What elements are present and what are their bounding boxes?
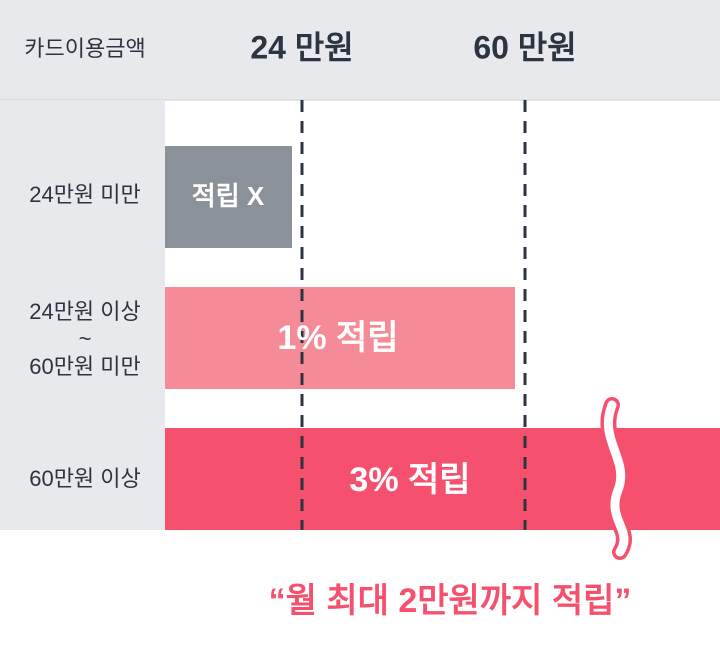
header-column: 24 만원 [250,29,353,65]
row-label: 24만원 미만 [29,182,141,207]
row-label: 24만원 이상 [29,299,141,324]
row-label: 60만원 이상 [29,466,141,491]
header-column: 60 만원 [473,29,576,65]
bar-label: 3% 적립 [349,461,470,499]
row-label: ~ [79,326,92,351]
row-label: 60만원 미만 [29,354,141,379]
bar [165,146,292,248]
footer-note: “월 최대 2만원까지 적립” [269,582,632,620]
header-label: 카드이용금액 [24,36,145,61]
break-mark [603,400,629,557]
bar [165,287,515,389]
bar-label: 적립 X [192,181,265,211]
header-band [0,0,720,100]
bar-label: 1% 적립 [277,319,398,357]
label-column [0,100,165,530]
